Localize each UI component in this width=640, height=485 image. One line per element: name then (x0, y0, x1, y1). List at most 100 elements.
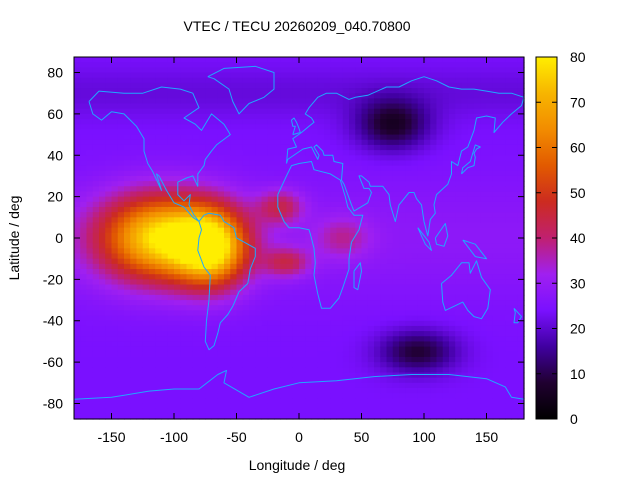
heatmap-cell (230, 206, 238, 213)
heatmap-cell (336, 134, 344, 141)
heatmap-cell (292, 201, 300, 208)
heatmap-cell (255, 98, 263, 105)
heatmap-cell (317, 103, 325, 110)
heatmap-cell (280, 413, 288, 420)
heatmap-cell (267, 150, 275, 156)
heatmap-cell (211, 206, 219, 213)
heatmap-cell (449, 67, 456, 74)
heatmap-cell (417, 258, 425, 265)
heatmap-cell (224, 57, 231, 63)
heatmap-cell (367, 222, 375, 229)
heatmap-cell (105, 124, 113, 130)
heatmap-cell (236, 284, 244, 291)
heatmap-cell (174, 170, 181, 177)
heatmap-cell (417, 98, 425, 105)
heatmap-cell (267, 165, 275, 172)
heatmap-cell (267, 362, 275, 368)
heatmap-cell (299, 243, 306, 249)
heatmap-cell (117, 331, 125, 337)
heatmap-cell (342, 310, 350, 317)
heatmap-cell (305, 201, 313, 208)
heatmap-cell (361, 258, 369, 265)
heatmap-cell (355, 398, 363, 405)
heatmap-cell (355, 320, 363, 327)
heatmap-cell (467, 227, 475, 234)
heatmap-cell (349, 325, 356, 332)
heatmap-cell (436, 351, 444, 358)
heatmap-cell (330, 403, 338, 410)
heatmap-cell (436, 258, 444, 265)
heatmap-cell (174, 175, 181, 182)
heatmap-cell (424, 124, 431, 130)
heatmap-cell (449, 362, 456, 368)
heatmap-cell (386, 232, 394, 239)
heatmap-cell (230, 62, 238, 68)
heatmap-cell (292, 103, 300, 110)
heatmap-cell (124, 336, 131, 343)
heatmap-cell (124, 134, 131, 141)
heatmap-cell (330, 289, 338, 296)
heatmap-cell (380, 346, 388, 353)
heatmap-cell (117, 77, 125, 84)
heatmap-cell (342, 232, 350, 239)
heatmap-cell (436, 201, 444, 208)
heatmap-cell (330, 336, 338, 343)
heatmap-cell (392, 196, 400, 203)
heatmap-cell (199, 212, 206, 218)
heatmap-cell (249, 139, 256, 146)
heatmap-cell (267, 377, 275, 384)
heatmap-cell (436, 160, 444, 167)
heatmap-cell (105, 356, 113, 363)
heatmap-cell (111, 413, 119, 420)
heatmap-cell (255, 331, 263, 337)
heatmap-cell (236, 269, 244, 275)
heatmap-cell (342, 144, 350, 151)
heatmap-cell (349, 222, 356, 229)
heatmap-cell (105, 336, 113, 343)
heatmap-cell (167, 113, 175, 120)
heatmap-cell (305, 134, 313, 141)
heatmap-cell (305, 253, 313, 260)
heatmap-cell (411, 67, 419, 74)
heatmap-cell (455, 139, 463, 146)
heatmap-cell (242, 144, 250, 151)
heatmap-cell (436, 113, 444, 120)
heatmap-cell (386, 403, 394, 410)
heatmap-cell (149, 372, 156, 379)
heatmap-cell (436, 320, 444, 327)
heatmap-cell (455, 201, 463, 208)
heatmap-cell (399, 362, 406, 368)
heatmap-cell (267, 408, 275, 415)
heatmap-cell (267, 103, 275, 110)
heatmap-cell (511, 186, 519, 193)
heatmap-cell (242, 382, 250, 389)
heatmap-cell (180, 315, 188, 322)
heatmap-cell (355, 356, 363, 363)
heatmap-cell (430, 331, 438, 337)
heatmap-cell (186, 305, 194, 311)
heatmap-cell (455, 243, 463, 249)
heatmap-cell (174, 315, 181, 322)
heatmap-cell (86, 238, 94, 244)
heatmap-cell (486, 227, 494, 234)
heatmap-cell (449, 315, 456, 322)
heatmap-cell (292, 88, 300, 94)
heatmap-cell (242, 212, 250, 218)
heatmap-cell (317, 243, 325, 249)
heatmap-cell (255, 372, 263, 379)
heatmap-cell (511, 227, 519, 234)
heatmap-cell (299, 82, 306, 89)
heatmap-cell (399, 310, 406, 317)
heatmap-cell (386, 238, 394, 244)
heatmap-cell (161, 98, 169, 105)
heatmap-cell (161, 248, 169, 255)
heatmap-cell (117, 186, 125, 193)
heatmap-cell (211, 403, 219, 410)
heatmap-cell (280, 144, 288, 151)
heatmap-cell (236, 175, 244, 182)
heatmap-cell (330, 206, 338, 213)
heatmap-cell (130, 88, 138, 94)
heatmap-cell (499, 294, 506, 301)
heatmap-cell (242, 377, 250, 384)
heatmap-cell (224, 269, 231, 275)
